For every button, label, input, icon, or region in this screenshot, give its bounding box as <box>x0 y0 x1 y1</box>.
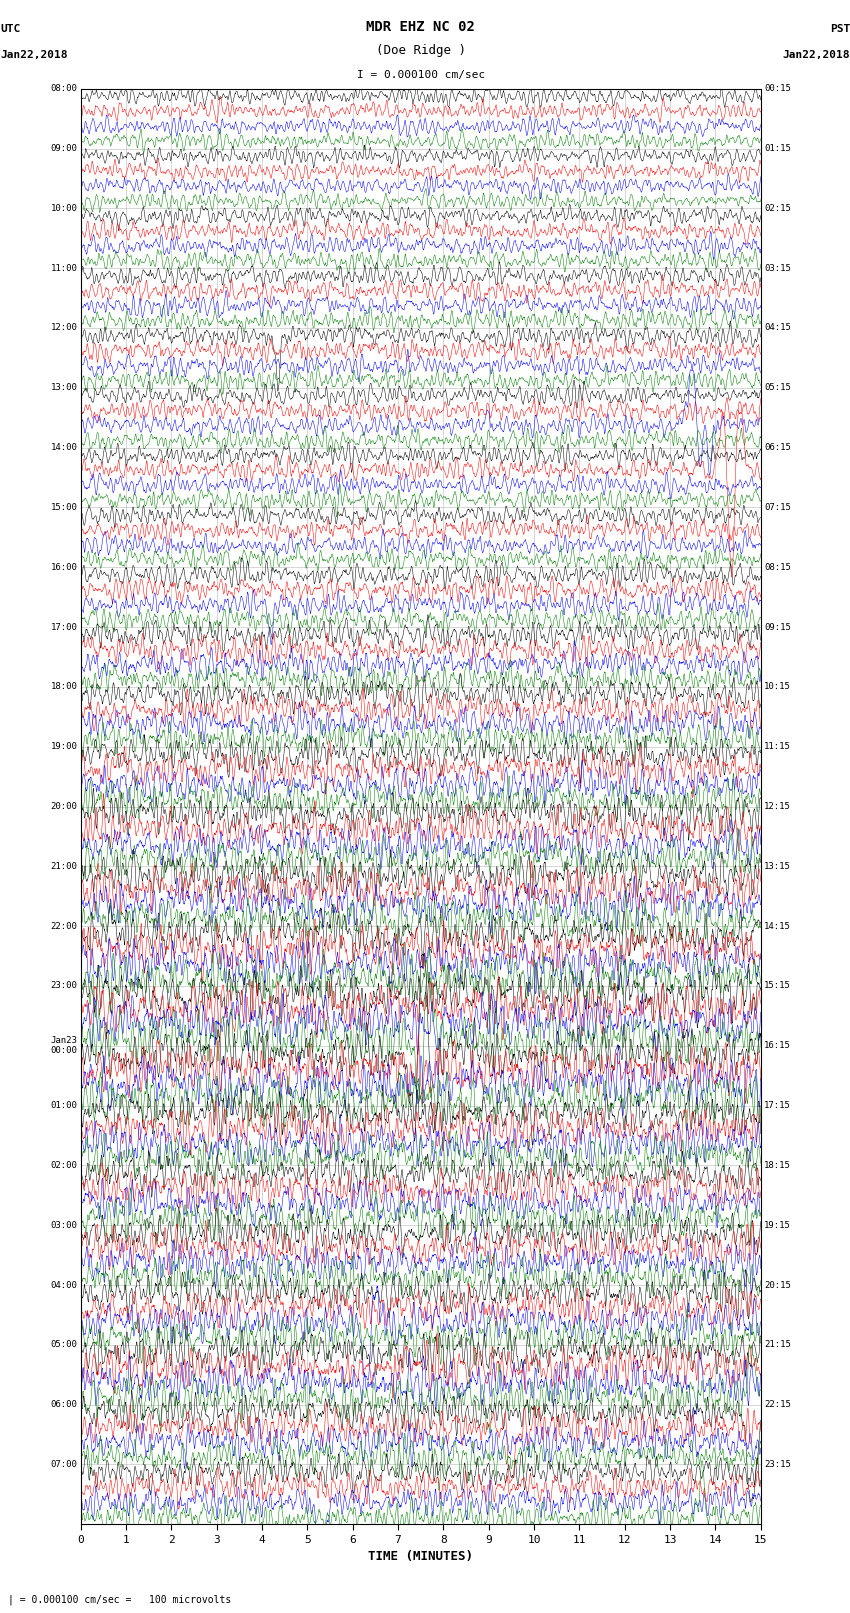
Text: 17:15: 17:15 <box>764 1102 791 1110</box>
Text: 11:00: 11:00 <box>50 263 77 273</box>
Text: 13:00: 13:00 <box>50 384 77 392</box>
Text: 02:15: 02:15 <box>764 203 791 213</box>
Text: Jan22,2018: Jan22,2018 <box>0 50 67 60</box>
Text: 21:00: 21:00 <box>50 861 77 871</box>
Text: 08:15: 08:15 <box>764 563 791 571</box>
Text: 18:00: 18:00 <box>50 682 77 692</box>
Text: 20:00: 20:00 <box>50 802 77 811</box>
Text: 13:15: 13:15 <box>764 861 791 871</box>
Text: 05:15: 05:15 <box>764 384 791 392</box>
Text: 02:00: 02:00 <box>50 1161 77 1169</box>
Text: (Doe Ridge ): (Doe Ridge ) <box>376 44 466 56</box>
Text: 12:15: 12:15 <box>764 802 791 811</box>
Text: 15:15: 15:15 <box>764 981 791 990</box>
Text: PST: PST <box>830 24 850 34</box>
Text: 11:15: 11:15 <box>764 742 791 752</box>
Text: 19:15: 19:15 <box>764 1221 791 1229</box>
Text: 06:00: 06:00 <box>50 1400 77 1410</box>
Text: 22:00: 22:00 <box>50 921 77 931</box>
Text: 10:00: 10:00 <box>50 203 77 213</box>
Text: 15:00: 15:00 <box>50 503 77 511</box>
Text: Jan23
00:00: Jan23 00:00 <box>50 1036 77 1055</box>
Text: 16:15: 16:15 <box>764 1042 791 1050</box>
Text: 06:15: 06:15 <box>764 444 791 452</box>
Text: 18:15: 18:15 <box>764 1161 791 1169</box>
Text: 23:15: 23:15 <box>764 1460 791 1469</box>
Text: UTC: UTC <box>0 24 20 34</box>
X-axis label: TIME (MINUTES): TIME (MINUTES) <box>368 1550 473 1563</box>
Text: I = 0.000100 cm/sec: I = 0.000100 cm/sec <box>357 69 484 81</box>
Text: 01:00: 01:00 <box>50 1102 77 1110</box>
Text: MDR EHZ NC 02: MDR EHZ NC 02 <box>366 21 475 34</box>
Text: 17:00: 17:00 <box>50 623 77 632</box>
Text: Jan22,2018: Jan22,2018 <box>783 50 850 60</box>
Text: 14:00: 14:00 <box>50 444 77 452</box>
Text: 04:15: 04:15 <box>764 324 791 332</box>
Text: 12:00: 12:00 <box>50 324 77 332</box>
Text: 20:15: 20:15 <box>764 1281 791 1289</box>
Text: 09:15: 09:15 <box>764 623 791 632</box>
Text: 16:00: 16:00 <box>50 563 77 571</box>
Text: 10:15: 10:15 <box>764 682 791 692</box>
Text: 19:00: 19:00 <box>50 742 77 752</box>
Text: 04:00: 04:00 <box>50 1281 77 1289</box>
Text: 08:00: 08:00 <box>50 84 77 94</box>
Text: 01:15: 01:15 <box>764 144 791 153</box>
Text: 09:00: 09:00 <box>50 144 77 153</box>
Text: 00:15: 00:15 <box>764 84 791 94</box>
Text: 03:00: 03:00 <box>50 1221 77 1229</box>
Text: | = 0.000100 cm/sec =   100 microvolts: | = 0.000100 cm/sec = 100 microvolts <box>8 1594 232 1605</box>
Text: 22:15: 22:15 <box>764 1400 791 1410</box>
Text: 07:00: 07:00 <box>50 1460 77 1469</box>
Text: 07:15: 07:15 <box>764 503 791 511</box>
Text: 21:15: 21:15 <box>764 1340 791 1350</box>
Text: 03:15: 03:15 <box>764 263 791 273</box>
Text: 05:00: 05:00 <box>50 1340 77 1350</box>
Text: 14:15: 14:15 <box>764 921 791 931</box>
Text: 23:00: 23:00 <box>50 981 77 990</box>
